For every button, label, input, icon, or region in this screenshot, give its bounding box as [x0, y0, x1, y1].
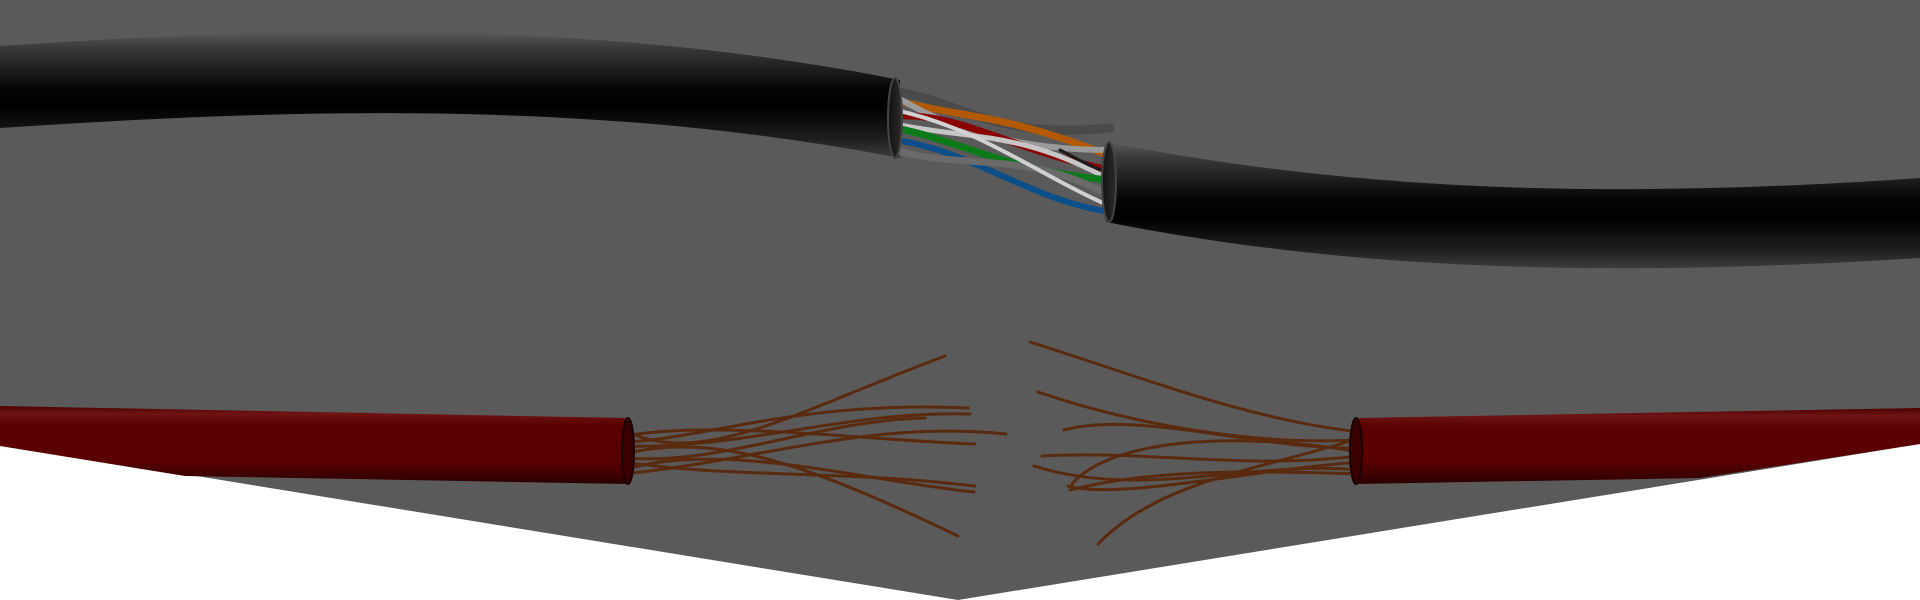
network-cable-left-end — [887, 77, 903, 159]
power-cable-right-jacket — [1356, 408, 1920, 484]
network-cable-right-jacket — [1106, 142, 1920, 269]
power-cable-right-strands — [1028, 340, 1362, 546]
network-cable-right-end — [1101, 141, 1117, 223]
power-cable-left-end — [621, 417, 635, 485]
power-cable-right-end — [1349, 417, 1363, 485]
power-cable-left-strands — [622, 354, 1008, 538]
broken-network-cable-icon — [0, 32, 1920, 269]
broken-power-cable-icon — [0, 340, 1920, 546]
power-cable-left-jacket — [0, 406, 628, 484]
network-cable-left-jacket — [0, 32, 900, 158]
